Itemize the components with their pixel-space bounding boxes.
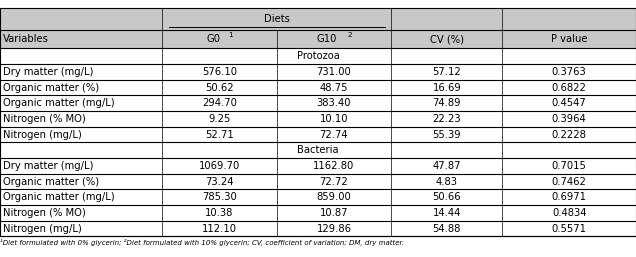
- Text: 73.24: 73.24: [205, 177, 233, 187]
- Bar: [0, 158, 636, 174]
- Bar: [0, 64, 636, 80]
- Text: G0: G0: [206, 34, 220, 44]
- Text: 10.10: 10.10: [320, 114, 348, 124]
- Text: 22.23: 22.23: [432, 114, 461, 124]
- Text: 0.7462: 0.7462: [552, 177, 586, 187]
- Text: 74.89: 74.89: [432, 98, 461, 108]
- Text: Bacteria: Bacteria: [297, 145, 339, 155]
- Text: 0.5571: 0.5571: [551, 224, 587, 234]
- Text: Nitrogen (mg/L): Nitrogen (mg/L): [3, 130, 82, 140]
- Text: 47.87: 47.87: [432, 161, 461, 171]
- Text: 10.87: 10.87: [320, 208, 348, 218]
- Text: 54.88: 54.88: [432, 224, 461, 234]
- Text: 0.2228: 0.2228: [552, 130, 586, 140]
- Text: 576.10: 576.10: [202, 67, 237, 77]
- Text: 52.71: 52.71: [205, 130, 234, 140]
- Text: 16.69: 16.69: [432, 82, 461, 93]
- Bar: [0, 142, 636, 158]
- Bar: [0, 30, 636, 48]
- Text: ¹Diet formulated with 0% glycerin; ²Diet formulated with 10% glycerin; CV, coeff: ¹Diet formulated with 0% glycerin; ²Diet…: [0, 239, 404, 246]
- Bar: [0, 189, 636, 205]
- Bar: [0, 221, 636, 236]
- Text: 72.74: 72.74: [319, 130, 349, 140]
- Text: 50.62: 50.62: [205, 82, 234, 93]
- Text: Nitrogen (% MO): Nitrogen (% MO): [3, 114, 86, 124]
- Text: Dry matter (mg/L): Dry matter (mg/L): [3, 67, 93, 77]
- Text: Dry matter (mg/L): Dry matter (mg/L): [3, 161, 93, 171]
- Text: 2: 2: [347, 32, 352, 38]
- Bar: [0, 111, 636, 127]
- Text: 9.25: 9.25: [208, 114, 231, 124]
- Text: 0.6822: 0.6822: [552, 82, 586, 93]
- Text: 0.7015: 0.7015: [552, 161, 586, 171]
- Text: 1: 1: [228, 32, 233, 38]
- Text: G10: G10: [316, 34, 336, 44]
- Bar: [0, 95, 636, 111]
- Text: 14.44: 14.44: [432, 208, 461, 218]
- Text: 1069.70: 1069.70: [199, 161, 240, 171]
- Text: 0.4834: 0.4834: [552, 208, 586, 218]
- Text: Organic matter (%): Organic matter (%): [3, 177, 99, 187]
- Text: P value: P value: [551, 34, 588, 44]
- Text: Protozoa: Protozoa: [296, 51, 340, 61]
- Text: Organic matter (mg/L): Organic matter (mg/L): [3, 192, 115, 202]
- Text: 55.39: 55.39: [432, 130, 461, 140]
- Text: 0.4547: 0.4547: [552, 98, 586, 108]
- Text: 4.83: 4.83: [436, 177, 458, 187]
- Text: 0.3763: 0.3763: [552, 67, 586, 77]
- Bar: [0, 174, 636, 189]
- Text: CV (%): CV (%): [430, 34, 464, 44]
- Bar: [0, 48, 636, 64]
- Text: 0.6971: 0.6971: [551, 192, 587, 202]
- Text: Nitrogen (% MO): Nitrogen (% MO): [3, 208, 86, 218]
- Text: Organic matter (mg/L): Organic matter (mg/L): [3, 98, 115, 108]
- Text: 129.86: 129.86: [316, 224, 352, 234]
- Text: 57.12: 57.12: [432, 67, 461, 77]
- Bar: [0, 127, 636, 142]
- Text: 10.38: 10.38: [205, 208, 233, 218]
- Text: Variables: Variables: [3, 34, 49, 44]
- Text: Nitrogen (mg/L): Nitrogen (mg/L): [3, 224, 82, 234]
- Text: Diets: Diets: [264, 14, 289, 24]
- Text: 72.72: 72.72: [319, 177, 349, 187]
- Text: 859.00: 859.00: [317, 192, 351, 202]
- Text: 0.3964: 0.3964: [552, 114, 586, 124]
- Bar: [0, 80, 636, 95]
- Bar: [0, 8, 636, 30]
- Text: 48.75: 48.75: [320, 82, 348, 93]
- Text: 1162.80: 1162.80: [314, 161, 354, 171]
- Text: 731.00: 731.00: [317, 67, 351, 77]
- Text: 112.10: 112.10: [202, 224, 237, 234]
- Bar: [0, 205, 636, 221]
- Text: 50.66: 50.66: [432, 192, 461, 202]
- Text: 785.30: 785.30: [202, 192, 237, 202]
- Text: Organic matter (%): Organic matter (%): [3, 82, 99, 93]
- Text: 294.70: 294.70: [202, 98, 237, 108]
- Text: 383.40: 383.40: [317, 98, 351, 108]
